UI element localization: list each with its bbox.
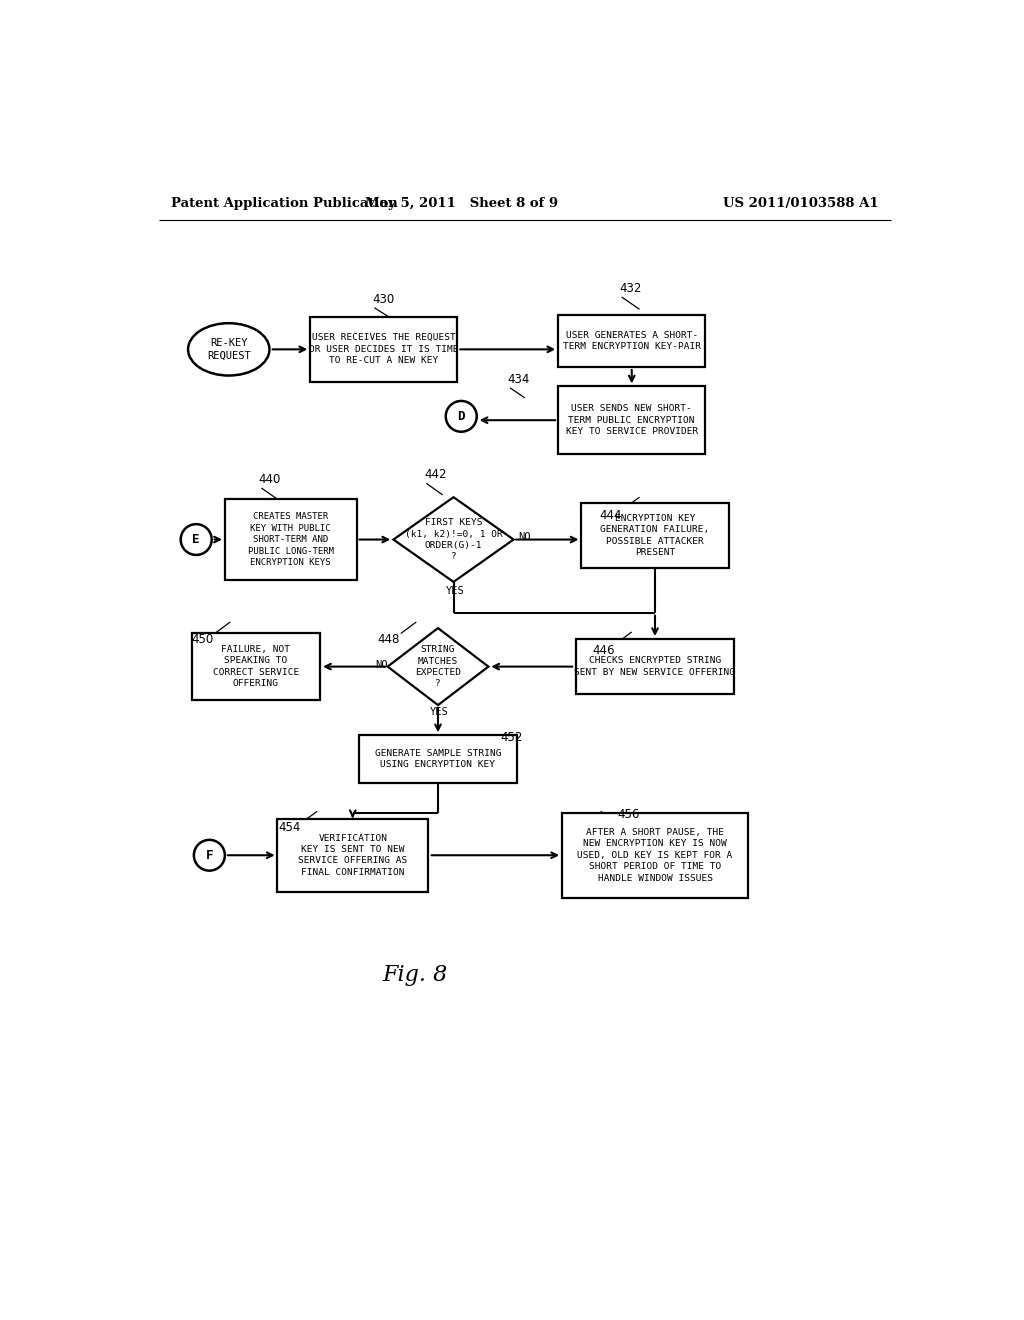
Bar <box>358 735 517 783</box>
Circle shape <box>180 524 212 554</box>
Text: YES: YES <box>445 586 465 595</box>
Text: May 5, 2011   Sheet 8 of 9: May 5, 2011 Sheet 8 of 9 <box>365 197 558 210</box>
Text: 452: 452 <box>501 730 523 743</box>
Circle shape <box>445 401 477 432</box>
Bar <box>562 813 748 898</box>
Text: FAILURE, NOT
SPEAKING TO
CORRECT SERVICE
OFFERING: FAILURE, NOT SPEAKING TO CORRECT SERVICE… <box>213 645 299 688</box>
Text: CHECKS ENCRYPTED STRING
SENT BY NEW SERVICE OFFERING: CHECKS ENCRYPTED STRING SENT BY NEW SERV… <box>574 656 735 677</box>
Bar <box>558 387 706 454</box>
Text: STRING
MATCHES
EXPECTED
?: STRING MATCHES EXPECTED ? <box>415 645 461 688</box>
Bar <box>558 314 706 367</box>
Text: GENERATE SAMPLE STRING
USING ENCRYPTION KEY: GENERATE SAMPLE STRING USING ENCRYPTION … <box>375 748 502 770</box>
Text: ENCRYPTION KEY
GENERATION FAILURE,
POSSIBLE ATTACKER
PRESENT: ENCRYPTION KEY GENERATION FAILURE, POSSI… <box>600 513 710 557</box>
Text: US 2011/0103588 A1: US 2011/0103588 A1 <box>723 197 879 210</box>
Text: 446: 446 <box>592 644 614 656</box>
Text: 440: 440 <box>258 473 281 486</box>
Ellipse shape <box>188 323 269 376</box>
Text: FIRST KEYS
(k1, k2)!=0, 1 OR
ORDER(G)-1
?: FIRST KEYS (k1, k2)!=0, 1 OR ORDER(G)-1 … <box>404 519 503 561</box>
Bar <box>575 639 734 694</box>
Bar <box>582 503 729 569</box>
Text: 442: 442 <box>424 469 446 480</box>
Bar <box>278 818 428 892</box>
Text: F: F <box>206 849 213 862</box>
Text: USER GENERATES A SHORT-
TERM ENCRYPTION KEY-PAIR: USER GENERATES A SHORT- TERM ENCRYPTION … <box>563 331 700 351</box>
Text: 454: 454 <box>279 821 301 834</box>
Text: D: D <box>458 409 465 422</box>
Text: 430: 430 <box>372 293 394 306</box>
Text: CREATES MASTER
KEY WITH PUBLIC
SHORT-TERM AND
PUBLIC LONG-TERM
ENCRYPTION KEYS: CREATES MASTER KEY WITH PUBLIC SHORT-TER… <box>248 512 334 568</box>
Text: 456: 456 <box>617 808 639 821</box>
Text: NO: NO <box>518 532 530 543</box>
Text: AFTER A SHORT PAUSE, THE
NEW ENCRYPTION KEY IS NOW
USED, OLD KEY IS KEPT FOR A
S: AFTER A SHORT PAUSE, THE NEW ENCRYPTION … <box>578 828 732 883</box>
Text: E: E <box>193 533 200 546</box>
Text: USER SENDS NEW SHORT-
TERM PUBLIC ENCRYPTION
KEY TO SERVICE PROVIDER: USER SENDS NEW SHORT- TERM PUBLIC ENCRYP… <box>565 404 698 436</box>
Text: YES: YES <box>430 708 449 717</box>
Text: 444: 444 <box>599 508 622 521</box>
Bar <box>191 632 319 701</box>
Text: Patent Application Publication: Patent Application Publication <box>171 197 397 210</box>
Text: VERIFICATION
KEY IS SENT TO NEW
SERVICE OFFERING AS
FINAL CONFIRMATION: VERIFICATION KEY IS SENT TO NEW SERVICE … <box>298 833 408 876</box>
Text: 450: 450 <box>191 632 213 645</box>
Text: Fig. 8: Fig. 8 <box>382 964 447 986</box>
Polygon shape <box>393 498 514 582</box>
Text: 434: 434 <box>508 372 530 385</box>
Polygon shape <box>388 628 488 705</box>
Text: 432: 432 <box>620 282 642 296</box>
Bar <box>225 499 356 579</box>
Text: USER RECEIVES THE REQUEST
OR USER DECIDES IT IS TIME
TO RE-CUT A NEW KEY: USER RECEIVES THE REQUEST OR USER DECIDE… <box>309 334 459 366</box>
Circle shape <box>194 840 225 871</box>
Text: NO: NO <box>375 660 388 671</box>
Text: RE-KEY
REQUEST: RE-KEY REQUEST <box>207 338 251 360</box>
Bar <box>310 317 458 381</box>
Text: 448: 448 <box>377 632 399 645</box>
